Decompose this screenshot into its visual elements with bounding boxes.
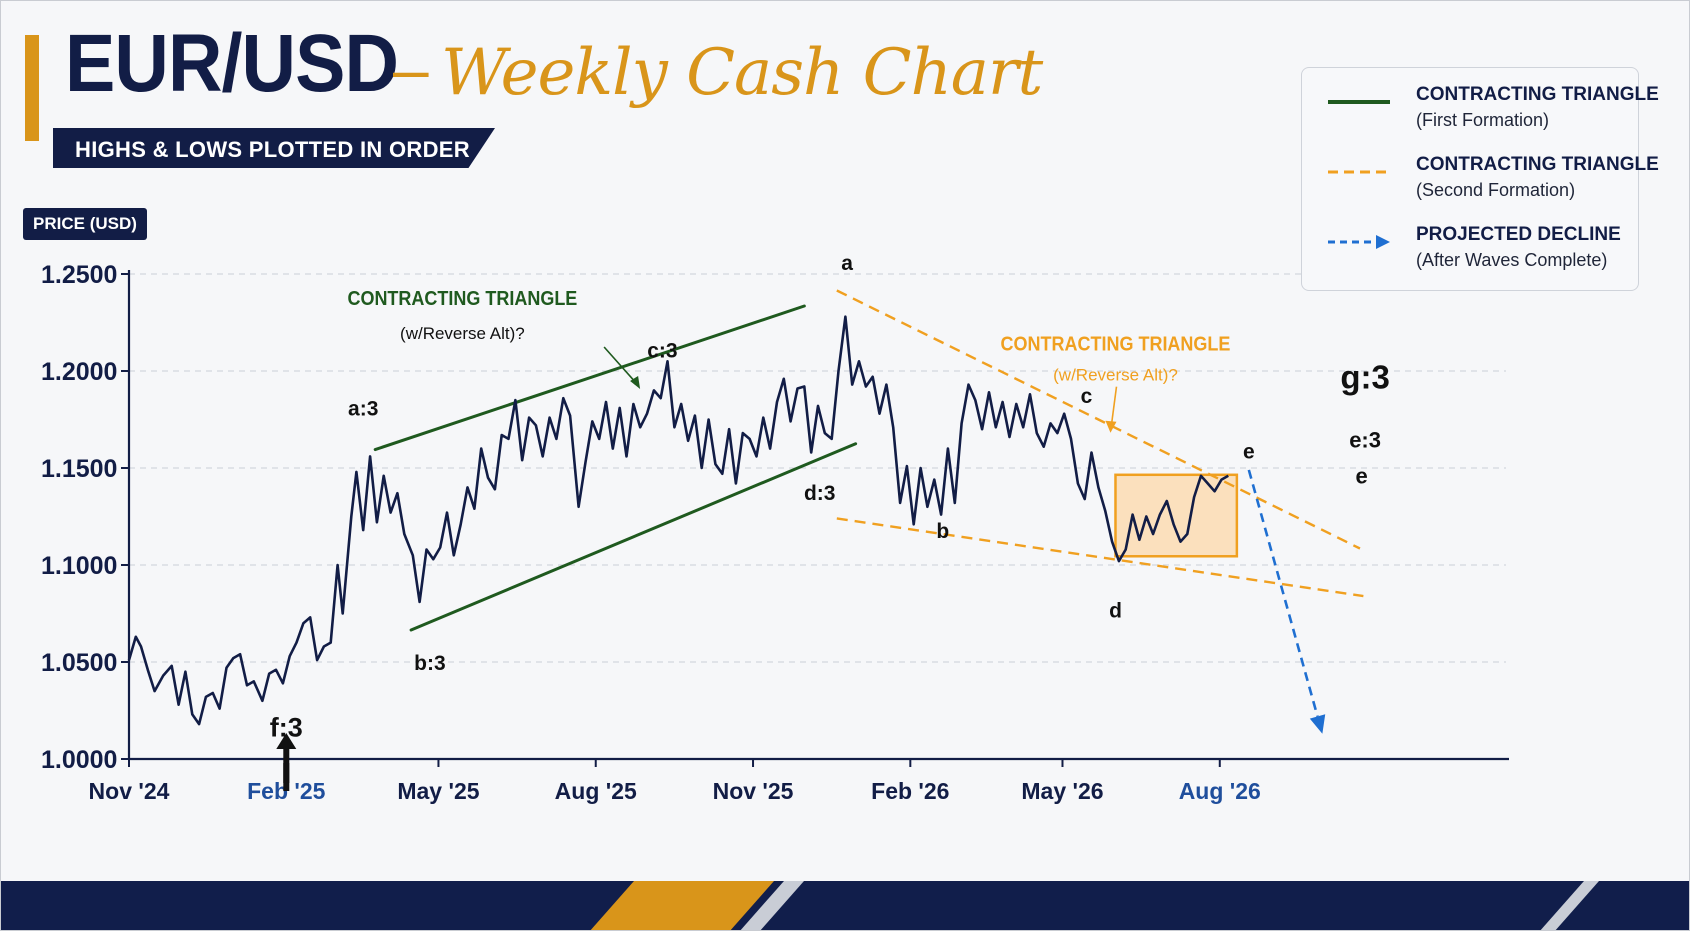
wave-label: e:3 xyxy=(1349,428,1381,453)
wave-label: (w/Reverse Alt)? xyxy=(1053,366,1178,385)
wave-label: g:3 xyxy=(1340,358,1390,395)
title-accent-bar xyxy=(25,35,39,141)
wave-label: CONTRACTING TRIANGLE xyxy=(1001,334,1231,356)
x-tick-label: May '26 xyxy=(1021,778,1103,804)
triangle-1-pointer-head xyxy=(630,375,641,389)
x-tick-label: Aug '26 xyxy=(1179,778,1261,804)
legend-subtitle: (Second Formation) xyxy=(1416,180,1576,200)
x-tick-label: Nov '25 xyxy=(713,778,794,804)
wave-label: a xyxy=(841,252,853,275)
chart-title: EUR/USD xyxy=(65,18,399,109)
legend-swatch-dashed xyxy=(1328,170,1390,174)
wave-label: d:3 xyxy=(804,482,836,505)
wave-label: f:3 xyxy=(270,713,303,743)
y-tick-label: 1.1500 xyxy=(41,455,117,483)
legend-swatch-solid xyxy=(1328,100,1390,104)
wave-label: c xyxy=(1081,385,1093,408)
wave-label: e xyxy=(1243,440,1255,463)
legend-title: CONTRACTING TRIANGLE xyxy=(1416,154,1659,175)
y-axis-label: PRICE (USD) xyxy=(33,214,137,233)
triangle-1-trendline xyxy=(409,442,858,632)
triangle-2-pointer-head xyxy=(1105,420,1117,433)
legend-item-projection: PROJECTED DECLINE (After Waves Complete) xyxy=(1302,224,1640,284)
legend-item-triangle-2: CONTRACTING TRIANGLE (Second Formation) xyxy=(1302,154,1659,214)
chart-subtitle: HIGHS & LOWS PLOTTED IN ORDER xyxy=(75,137,470,162)
projection-arrowhead xyxy=(1309,714,1326,734)
wave-label: e xyxy=(1356,464,1368,489)
triangle-2-pointer xyxy=(1110,386,1118,425)
triangle-1-pointer xyxy=(603,346,637,384)
title-dash: – xyxy=(393,33,429,105)
wave-label: b:3 xyxy=(414,652,446,675)
legend-swatch-arrow-icon xyxy=(1328,235,1390,249)
projection-line xyxy=(1247,469,1319,717)
x-tick-label: Aug '25 xyxy=(555,778,637,804)
wave-label: (w/Reverse Alt)? xyxy=(400,324,525,343)
subtitle-banner xyxy=(53,128,495,168)
x-tick-label: May '25 xyxy=(397,778,479,804)
y-tick-label: 1.0000 xyxy=(41,746,117,774)
x-tick-label: Feb '26 xyxy=(871,778,949,804)
footer-band xyxy=(1,881,1689,930)
legend-title: CONTRACTING TRIANGLE xyxy=(1416,84,1659,105)
legend-title: PROJECTED DECLINE xyxy=(1416,224,1621,245)
x-tick-label: Nov '24 xyxy=(89,778,170,804)
wave-label: b xyxy=(936,520,949,543)
y-tick-label: 1.1000 xyxy=(41,552,117,580)
y-tick-label: 1.2500 xyxy=(41,261,117,289)
y-axis-label-box xyxy=(23,208,147,240)
legend-item-triangle-1: CONTRACTING TRIANGLE (First Formation) xyxy=(1302,84,1659,144)
wave-label: CONTRACTING TRIANGLE xyxy=(347,288,577,310)
chart-script-title: Weekly Cash Chart xyxy=(441,36,1043,110)
wave-label: a:3 xyxy=(348,398,378,421)
triangle-2-trendline xyxy=(836,289,1361,550)
y-tick-label: 1.0500 xyxy=(41,649,117,677)
triangle-1-trendline xyxy=(373,304,806,452)
y-tick-label: 1.2000 xyxy=(41,358,117,386)
legend: CONTRACTING TRIANGLE (First Formation) C… xyxy=(1301,67,1659,291)
wave-label: d xyxy=(1109,599,1122,622)
price-line xyxy=(127,315,1229,726)
legend-subtitle: (First Formation) xyxy=(1416,110,1550,130)
legend-subtitle: (After Waves Complete) xyxy=(1416,250,1608,270)
f3-arrow-stem xyxy=(283,747,290,783)
wave-label: c:3 xyxy=(647,339,677,362)
f3-arrow-icon xyxy=(276,733,297,749)
triangle-2-trendline xyxy=(836,517,1364,598)
